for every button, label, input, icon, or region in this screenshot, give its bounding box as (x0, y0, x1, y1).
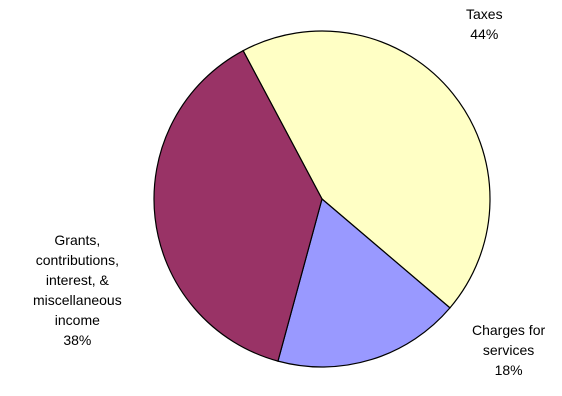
slice-label-2-line-2: interest, & (45, 272, 109, 288)
pie-slice-1 (277, 197, 451, 368)
slice-label-2-line-3: miscellaneous (33, 292, 122, 308)
slice-label-1-line-2: 18% (494, 362, 523, 378)
slice-label-1-line-0: Charges for (472, 322, 546, 338)
pie-slice-0 (242, 30, 491, 309)
slice-label-0-line-1: 44% (470, 26, 499, 42)
slice-label-2-line-0: Grants, (54, 232, 101, 248)
slice-label-2: Grants, contributions, interest, & miscella… (33, 230, 122, 350)
slice-label-2-line-1: contributions, (35, 252, 119, 268)
slice-label-0-line-0: Taxes (466, 6, 503, 22)
pie-slice-2 (153, 49, 323, 362)
slice-label-1-line-1: services (482, 342, 535, 358)
slice-label-0: Taxes 44% (466, 4, 503, 44)
slice-label-2-line-4: income (54, 312, 100, 328)
slice-label-1: Charges for services 18% (472, 320, 545, 380)
slice-label-2-line-5: 38% (63, 332, 92, 348)
